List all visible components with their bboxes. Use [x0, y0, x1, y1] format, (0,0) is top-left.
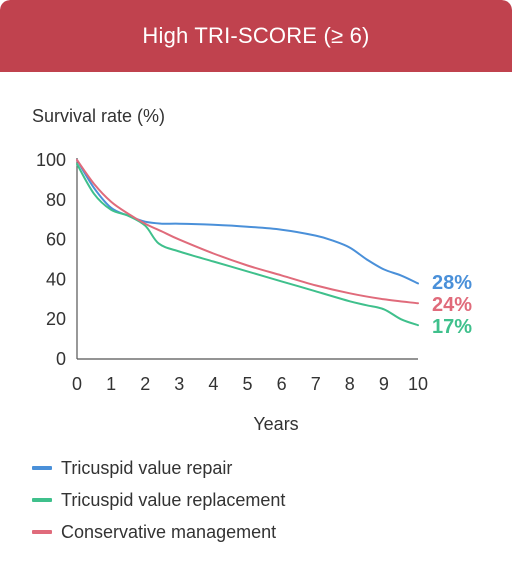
legend-label: Conservative management [61, 521, 277, 542]
legend-item-tricuspid-value-replacement: Tricuspid value replacement [32, 484, 285, 516]
series-line-conservative-management [76, 159, 419, 305]
y-tick-label-80: 80 [46, 190, 66, 210]
chart-title: High TRI-SCORE (≥ 6) [142, 23, 370, 48]
legend-swatch [32, 498, 52, 502]
x-tick-label-8: 8 [345, 374, 355, 394]
series-line-tricuspid-value-replacement [76, 163, 419, 327]
legend-item-conservative-management: Conservative management [32, 516, 285, 548]
y-axis-label: Survival rate (%) [32, 106, 165, 126]
x-tick-label-7: 7 [311, 374, 321, 394]
x-tick-label-3: 3 [174, 374, 184, 394]
x-tick-label-4: 4 [208, 374, 218, 394]
x-tick-label-5: 5 [242, 374, 252, 394]
legend-label: Tricuspid value repair [61, 457, 233, 478]
x-tick-label-1: 1 [106, 374, 116, 394]
legend-swatch [32, 466, 52, 470]
legend-item-tricuspid-value-repair: Tricuspid value repair [32, 452, 285, 484]
chart-legend: Tricuspid value repair Tricuspid value re… [32, 452, 285, 548]
x-tick-label-2: 2 [140, 374, 150, 394]
legend-label: Tricuspid value replacement [61, 489, 286, 510]
legend-swatch [32, 530, 52, 534]
x-tick-label-6: 6 [277, 374, 287, 394]
y-tick-label-40: 40 [46, 269, 66, 289]
card-header: High TRI-SCORE (≥ 6) [0, 0, 512, 72]
end-label-tricuspid-value-repair: 28% [432, 272, 472, 294]
y-tick-label-100: 100 [36, 150, 66, 170]
x-tick-label-9: 9 [379, 374, 389, 394]
y-tick-label-60: 60 [46, 230, 66, 250]
end-label-tricuspid-value-replacement: 17% [432, 316, 472, 338]
y-tick-label-20: 20 [46, 309, 66, 329]
end-label-conservative-management: 24% [432, 294, 472, 316]
x-tick-label-0: 0 [72, 374, 82, 394]
x-tick-label-10: 10 [408, 374, 428, 394]
x-axis-label: Years [253, 414, 298, 434]
y-tick-label-0: 0 [56, 349, 66, 369]
